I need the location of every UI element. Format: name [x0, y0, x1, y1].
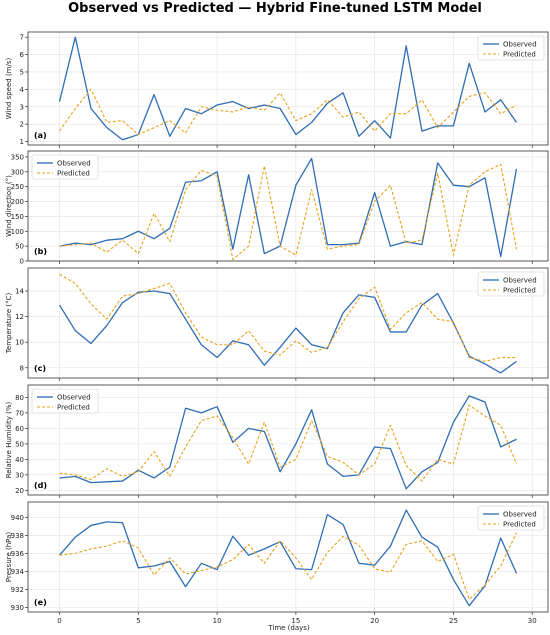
panel-label: (a) — [34, 131, 47, 140]
predicted-series-line — [59, 532, 517, 600]
legend-predicted-label: Predicted — [503, 287, 536, 295]
y-tick-label: 6 — [20, 51, 25, 59]
y-tick-label: 932 — [11, 586, 24, 594]
x-tick-label: 20 — [370, 617, 379, 625]
x-tick-label: 5 — [136, 617, 140, 625]
y-tick-label: 2 — [20, 121, 24, 129]
x-axis-label: Time (days) — [267, 624, 310, 632]
panel-frame — [27, 501, 549, 613]
y-tick-label: 30 — [15, 471, 24, 479]
panel-label: (c) — [34, 364, 46, 373]
y-tick-label: 70 — [15, 409, 24, 417]
y-tick-label: 930 — [11, 604, 24, 612]
panel-frame — [27, 31, 549, 146]
y-axis-label: Temperature (°C) — [5, 293, 13, 355]
y-tick-label: 936 — [11, 550, 25, 558]
y-axis-label: Wind speed (m/s) — [5, 57, 13, 119]
panel-frame — [27, 267, 549, 379]
predicted-series-line — [59, 163, 518, 261]
y-tick-label: 250 — [11, 183, 24, 191]
y-tick-label: 300 — [11, 168, 24, 176]
x-tick-label: 0 — [57, 617, 61, 625]
legend-observed-label: Observed — [57, 394, 91, 402]
panel-background — [28, 268, 548, 378]
x-tick-label: 15 — [291, 617, 300, 625]
legend-predicted-label: Predicted — [503, 51, 536, 59]
y-tick-label: 12 — [15, 313, 24, 321]
x-tick-label: 25 — [449, 617, 458, 625]
y-tick-label: 940 — [11, 514, 24, 522]
y-tick-label: 7 — [20, 34, 24, 42]
y-tick-label: 100 — [11, 228, 24, 236]
y-tick-label: 3 — [20, 103, 24, 111]
legend-observed-label: Observed — [57, 160, 91, 168]
legend-predicted-label: Predicted — [57, 170, 90, 178]
y-axis-label: Wind direction (°) — [5, 175, 13, 237]
panel-4: 930 932 934 936 938 940 0 5 10 15 20 25 30 Pressure (… — [5, 501, 549, 625]
y-tick-label: 938 — [11, 532, 24, 540]
chart-title: Observed vs Predicted — Hybrid Fine-tune… — [68, 1, 482, 16]
panel-frame — [27, 150, 549, 262]
observed-series-line — [59, 157, 518, 258]
y-tick-label: 5 — [20, 68, 24, 76]
y-tick-label: 50 — [15, 440, 24, 448]
panel-label: (d) — [34, 481, 47, 490]
y-tick-label: 14 — [15, 288, 24, 296]
y-tick-label: 0 — [20, 258, 24, 266]
legend-predicted-label: Predicted — [57, 404, 90, 412]
y-tick-label: 934 — [11, 568, 25, 576]
x-tick-label: 30 — [528, 617, 537, 625]
predicted-series-line — [59, 88, 517, 136]
legend-observed-label: Observed — [503, 511, 537, 519]
panel-label: (e) — [34, 598, 47, 607]
x-tick-label: 10 — [213, 617, 222, 625]
y-tick-label: 150 — [11, 213, 24, 221]
y-tick-label: 350 — [11, 153, 24, 161]
panel-background — [28, 151, 548, 261]
legend-predicted-label: Predicted — [503, 521, 536, 529]
y-axis-label: Relative Humidity (%) — [5, 401, 13, 478]
y-tick-label: 8 — [20, 364, 24, 372]
y-tick-label: 80 — [15, 394, 24, 402]
observed-series-line — [58, 36, 518, 141]
panel-background — [28, 502, 548, 612]
panel-0: 1 2 3 4 5 6 7 Wind speed (m/s) (a) Observed Predic… — [5, 31, 549, 148]
y-tick-label: 200 — [11, 198, 24, 206]
panel-frame — [27, 384, 549, 496]
y-tick-label: 20 — [15, 487, 24, 495]
predicted-series-line — [59, 404, 517, 482]
y-tick-label: 50 — [15, 243, 24, 251]
y-axis-label: Pressure (hPa) — [5, 532, 13, 582]
legend-observed-label: Observed — [503, 277, 537, 285]
legend-observed-label: Observed — [503, 41, 537, 49]
panel-label: (b) — [34, 247, 47, 256]
observed-series-line — [59, 509, 518, 607]
panel-1: 0 50 100 150 200 250 300 350 Wind direction (°) (… — [5, 150, 549, 266]
panel-background — [28, 385, 548, 495]
y-tick-label: 60 — [15, 425, 24, 433]
y-tick-label: 10 — [15, 339, 24, 347]
panel-background — [28, 32, 548, 145]
predicted-series-line — [59, 273, 517, 362]
y-tick-label: 40 — [15, 456, 24, 464]
y-tick-label: 4 — [20, 86, 25, 94]
y-tick-label: 1 — [20, 138, 24, 146]
